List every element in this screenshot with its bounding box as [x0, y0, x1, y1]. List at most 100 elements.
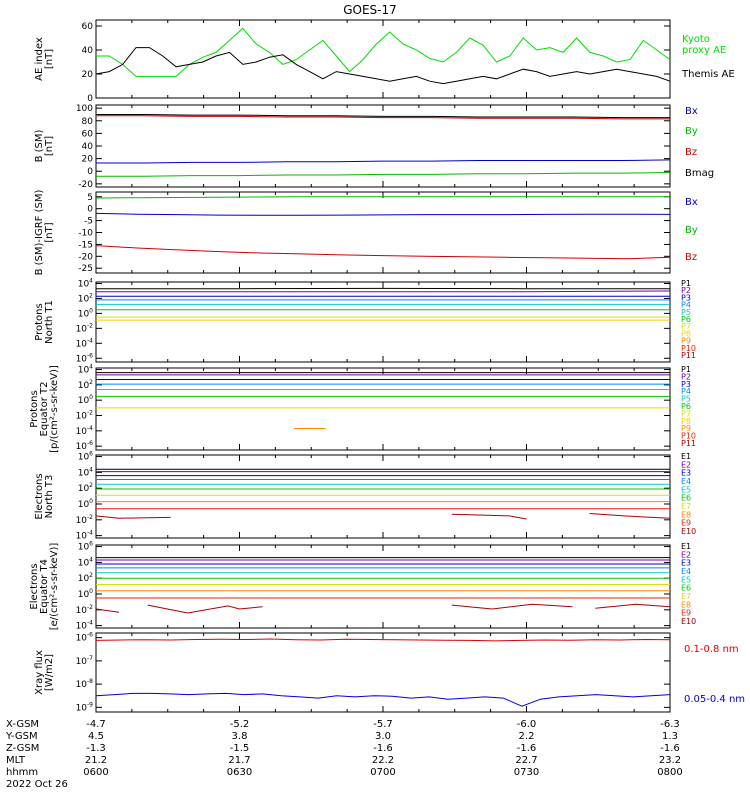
legend-series-e4: E4 — [681, 567, 691, 576]
series-themis-ae-line — [95, 47, 671, 85]
series-bz-line — [95, 245, 671, 260]
series-by-line — [95, 196, 670, 199]
y-tick-label: 102 — [78, 482, 93, 494]
x-axis-value: 4.5 — [88, 731, 104, 742]
legend-series-e6: E6 — [681, 584, 691, 593]
y-tick-label: 10-9 — [76, 701, 94, 713]
x-axis-value: 21.7 — [228, 755, 250, 766]
y-axis-label: [e/(cm²-s-sr-keV)] — [49, 543, 60, 631]
x-axis-value: 0700 — [370, 767, 395, 778]
y-axis-label: Electrons — [34, 473, 45, 519]
x-axis-value: -5.2 — [230, 719, 250, 730]
series-bmag-line — [96, 114, 670, 119]
series-0-05-0-4-nm-line — [95, 692, 671, 707]
legend-series-p9: P9 — [681, 337, 691, 346]
y-tick-label: -10 — [78, 229, 93, 239]
panel-frame — [95, 281, 671, 363]
x-axis-row-label: X-GSM — [6, 719, 39, 730]
y-tick-label: 104 — [78, 556, 93, 568]
legend-series-p4: P4 — [681, 301, 691, 310]
series-e10-line — [451, 513, 527, 520]
legend-series-kyoto-proxy-ae: proxy AE — [682, 45, 726, 56]
series-e10-line — [451, 603, 573, 610]
legend-series-p2: P2 — [681, 372, 691, 381]
x-axis-value: -1.6 — [373, 743, 393, 754]
series-e10-line — [95, 608, 120, 613]
panel-frame — [95, 367, 671, 451]
legend-series-e10: E10 — [681, 527, 696, 536]
y-tick-label: -15 — [78, 240, 93, 250]
x-axis-value: 2.2 — [519, 731, 535, 742]
legend-series-0-05-0-4-nm: 0.05-0.4 nm — [684, 694, 745, 705]
legend-series-e5: E5 — [681, 485, 691, 494]
y-tick-label: 10-6 — [76, 632, 94, 644]
y-axis-label: Equator T2 — [39, 382, 50, 437]
x-axis-value: 0800 — [657, 767, 682, 778]
y-tick-label: 10-6 — [76, 352, 94, 364]
y-axis-label: North T1 — [44, 300, 55, 344]
legend-series-p6: P6 — [681, 402, 691, 411]
legend-series-bz: Bz — [685, 252, 697, 263]
y-tick-label: 10-2 — [76, 410, 94, 422]
y-axis-label: [nT] — [44, 136, 55, 156]
y-tick-label: 10-7 — [76, 655, 94, 667]
panel-bsm: -20 0 20 40 60 80 100 B (SM) [nT] Bx By Bz Bmag — [34, 104, 714, 190]
legend-series-e9: E9 — [681, 519, 691, 528]
legend-series-p7: P7 — [681, 322, 691, 331]
y-tick-label: 10-4 — [76, 337, 94, 349]
y-tick-label: 40 — [82, 142, 94, 152]
legend-series-e7: E7 — [681, 502, 691, 511]
legend-series-e1: E1 — [681, 542, 691, 551]
x-axis-value: 3.8 — [232, 731, 248, 742]
x-axis-value: 1.3 — [662, 731, 678, 742]
y-axis-label: Protons — [29, 390, 40, 427]
legend-series-e2: E2 — [681, 550, 691, 559]
y-tick-label: 60 — [82, 129, 94, 139]
legend-series-p11: P11 — [681, 439, 696, 448]
panel-xray: 10-6 10-7 10-8 10-9 Xray flux [W/m2] 0.1-0.8 n… — [34, 632, 745, 714]
series-0-1-0-8-nm-line — [95, 638, 671, 642]
panel-frame — [95, 191, 671, 274]
y-tick-label: 10-2 — [76, 514, 94, 526]
y-tick-label: -20 — [78, 252, 93, 262]
y-tick-label: 100 — [76, 104, 93, 114]
legend-series-by: By — [685, 126, 698, 137]
legend-series-p1: P1 — [681, 365, 691, 374]
series-bx-line — [95, 212, 671, 216]
x-axis-value: 3.0 — [375, 731, 391, 742]
y-tick-label: 10-4 — [76, 620, 94, 632]
plot-title: GOES-17 — [343, 3, 397, 17]
panel-frame — [95, 19, 671, 99]
y-tick-label: 100 — [78, 498, 93, 510]
series-e10-line — [147, 604, 263, 614]
series-bx-line — [96, 159, 671, 164]
x-axis-value: 23.2 — [659, 755, 681, 766]
y-tick-label: 10-8 — [76, 678, 94, 690]
series-e10-line — [589, 513, 671, 519]
legend-series-e6: E6 — [681, 494, 691, 503]
y-axis-label: Electrons — [29, 563, 40, 609]
legend-series-kyoto-proxy-ae: Kyoto — [682, 34, 710, 45]
legend-series-e8: E8 — [681, 510, 691, 519]
legend-series-p5: P5 — [681, 308, 691, 317]
x-axis-value: 22.7 — [515, 755, 537, 766]
y-tick-label: 80 — [82, 117, 94, 127]
panel-et4: 106 104 102 100 10-2 10-4 Electrons Equator T4[… — [29, 541, 696, 632]
y-axis-label: [p/(cm²-s-sr-keV)] — [49, 365, 60, 453]
legend-series-bz: Bz — [685, 147, 697, 158]
legend-series-p2: P2 — [681, 286, 691, 295]
legend-series-by: By — [685, 225, 698, 236]
legend-series-p3: P3 — [681, 293, 691, 302]
panel-pt1: 104 102 100 10-2 10-4 10-6 Protons North T1 P1P2… — [34, 277, 696, 364]
x-axis-row-label: MLT — [6, 755, 26, 766]
y-tick-label: -25 — [78, 264, 93, 274]
legend-series-0-1-0-8-nm: 0.1-0.8 nm — [684, 644, 739, 655]
y-axis-label: [nT] — [44, 222, 55, 242]
y-tick-label: -5 — [84, 217, 93, 227]
x-axis-value: 0630 — [227, 767, 252, 778]
y-tick-label: 106 — [78, 541, 93, 553]
legend-series-p6: P6 — [681, 315, 691, 324]
